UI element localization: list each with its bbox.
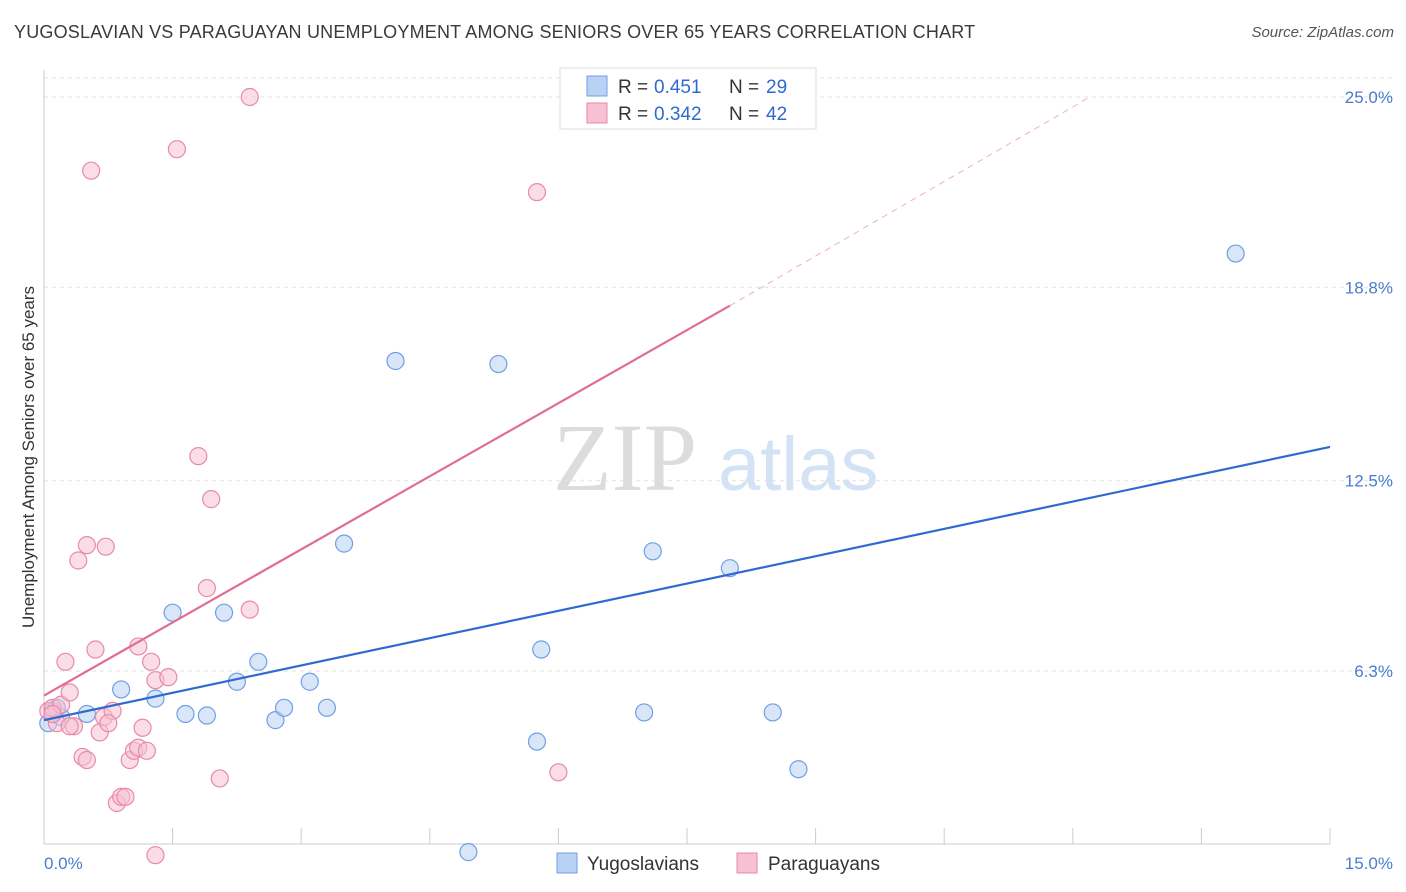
point-paraguayan	[210, 769, 229, 788]
point-yugoslavian	[386, 351, 405, 371]
bottom-legend-swatch-paraguayans	[736, 852, 758, 874]
bottom-legend-paraguayans: Paraguayans	[768, 854, 880, 875]
point-paraguayan	[99, 714, 118, 733]
point-paraguayan	[96, 537, 115, 556]
point-yugoslavian	[334, 534, 354, 553]
point-yugoslavian	[459, 843, 478, 862]
point-paraguayan	[77, 536, 96, 555]
point-paraguayan	[133, 718, 152, 737]
point-yugoslavian	[266, 711, 285, 730]
legend-r-value-2: 0.342	[654, 104, 702, 125]
trend-line-paraguayans	[43, 304, 731, 697]
point-paraguayan	[189, 447, 208, 466]
point-paraguayan	[240, 87, 259, 107]
chart-title: YUGOSLAVIAN VS PARAGUAYAN UNEMPLOYMENT A…	[14, 22, 976, 42]
trend-lines	[43, 96, 1331, 722]
bottom-legend: Yugoslavians Paraguayans	[556, 852, 880, 875]
point-yugoslavian	[176, 704, 195, 724]
point-yugoslavian	[763, 703, 782, 722]
point-paraguayan	[60, 683, 79, 702]
watermark-zip: ZIP	[553, 404, 697, 511]
bottom-legend-yugoslavians: Yugoslavians	[587, 854, 699, 875]
point-paraguayan	[549, 763, 568, 782]
point-yugoslavian	[163, 603, 182, 622]
legend-n-label-1: N =	[729, 77, 759, 98]
point-yugoslavian	[489, 354, 508, 374]
point-paraguayan	[159, 668, 178, 687]
point-paraguayan	[202, 490, 221, 509]
point-paraguayan	[56, 652, 75, 671]
point-paraguayan	[116, 787, 135, 806]
trend-line-yugoslavians	[43, 445, 1331, 722]
point-yugoslavian	[643, 542, 662, 561]
point-yugoslavian	[112, 680, 131, 699]
point-yugoslavian	[214, 603, 234, 622]
point-paraguayan	[197, 579, 216, 598]
point-paraguayan	[77, 750, 96, 770]
point-yugoslavian	[197, 706, 216, 725]
point-yugoslavian	[274, 698, 294, 717]
legend-r-label-2: R =	[618, 104, 648, 125]
gridlines	[44, 77, 1393, 672]
y-tick-labels: 6.3% 12.5% 18.8% 25.0%	[1345, 88, 1393, 681]
point-paraguayan	[69, 551, 88, 570]
legend-swatch-paraguayans	[586, 102, 608, 124]
legend-r-label-1: R =	[618, 77, 648, 98]
point-yugoslavian	[1226, 244, 1245, 263]
legend-n-value-2: 42	[766, 104, 787, 125]
point-paraguayan	[527, 183, 547, 202]
point-yugoslavian	[300, 672, 319, 691]
trend-line-paraguayans-extension	[729, 96, 1091, 307]
chart-source: Source: ZipAtlas.com	[1251, 24, 1394, 41]
point-yugoslavian	[249, 652, 268, 671]
x-tick-label-min: 0.0%	[44, 854, 83, 873]
point-yugoslavian	[635, 703, 654, 722]
point-paraguayan	[82, 161, 101, 180]
point-paraguayan	[142, 652, 161, 671]
x-ticks	[43, 828, 1331, 844]
point-paraguayan	[146, 846, 165, 865]
point-yugoslavian	[227, 672, 246, 691]
point-paraguayan	[240, 600, 259, 619]
legend-box: R = 0.451 N = 29 R = 0.342 N = 42	[559, 67, 817, 130]
point-paraguayan	[167, 140, 186, 159]
legend-n-value-1: 29	[766, 77, 787, 98]
point-paraguayan	[86, 640, 105, 659]
x-tick-label-max: 15.0%	[1345, 854, 1393, 873]
y-tick-label: 18.8%	[1345, 278, 1393, 297]
point-yugoslavian	[789, 760, 808, 779]
point-yugoslavian	[77, 704, 96, 724]
legend-n-label-2: N =	[729, 104, 759, 125]
point-yugoslavian	[527, 732, 547, 751]
y-tick-label: 25.0%	[1345, 88, 1393, 107]
point-yugoslavian	[532, 640, 551, 659]
y-tick-label: 12.5%	[1345, 472, 1393, 491]
legend-swatch-yugoslavians	[586, 75, 608, 97]
point-paraguayan	[137, 741, 156, 760]
bottom-legend-swatch-yugoslavians	[556, 852, 578, 874]
data-points	[39, 87, 1245, 865]
y-axis-title: Unemployment Among Seniors over 65 years	[19, 286, 38, 628]
y-tick-label: 6.3%	[1354, 662, 1393, 681]
point-paraguayan	[60, 717, 79, 736]
watermark-atlas: atlas	[718, 422, 879, 507]
legend-r-value-1: 0.451	[654, 77, 702, 98]
point-yugoslavian	[317, 698, 337, 717]
